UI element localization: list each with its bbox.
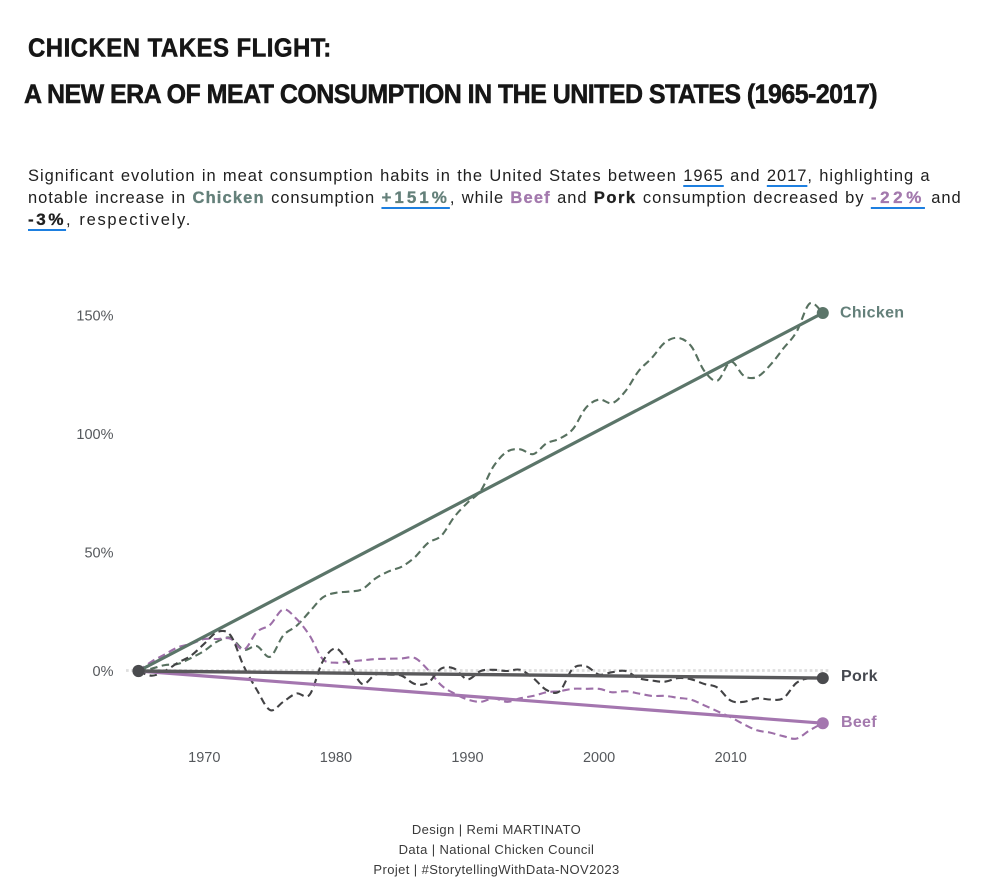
svg-text:Beef: Beef bbox=[841, 714, 877, 731]
svg-text:1980: 1980 bbox=[320, 750, 352, 766]
svg-text:0%: 0% bbox=[93, 664, 114, 680]
svg-text:Pork: Pork bbox=[841, 668, 878, 685]
svg-text:2010: 2010 bbox=[715, 750, 747, 766]
svg-text:50%: 50% bbox=[84, 545, 113, 561]
svg-text:Chicken: Chicken bbox=[840, 305, 904, 322]
svg-text:150%: 150% bbox=[76, 308, 113, 324]
svg-text:100%: 100% bbox=[76, 427, 113, 443]
svg-text:1990: 1990 bbox=[451, 750, 483, 766]
svg-text:1970: 1970 bbox=[188, 750, 220, 766]
svg-text:2000: 2000 bbox=[583, 750, 615, 766]
